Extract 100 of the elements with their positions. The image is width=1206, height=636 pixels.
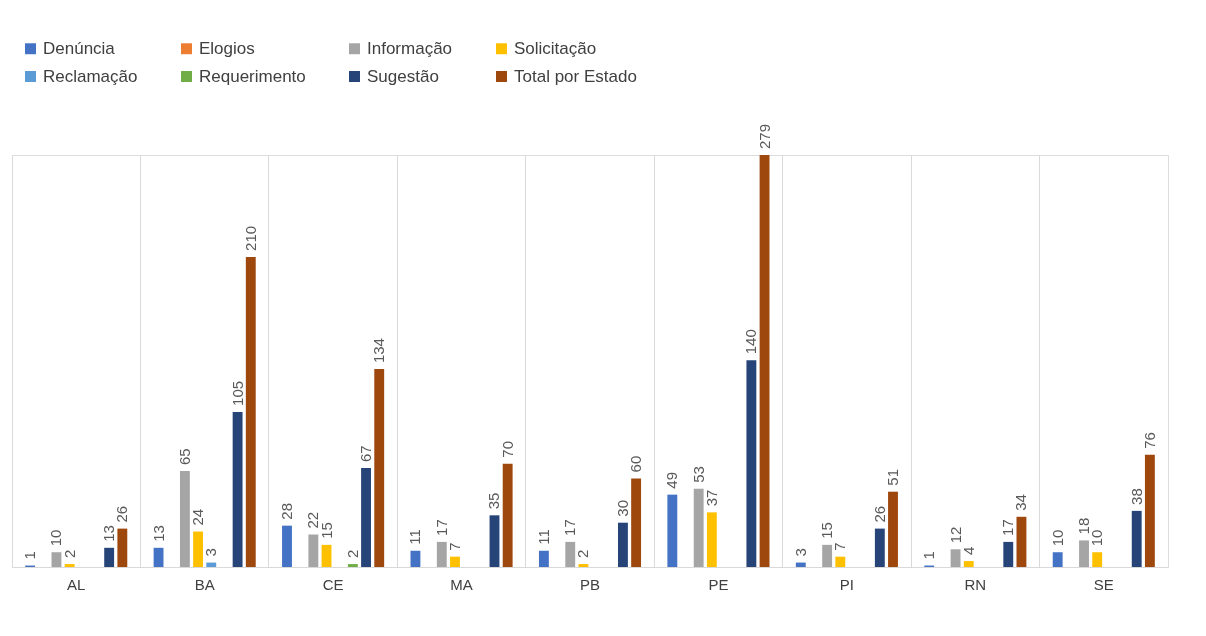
bar (347, 564, 358, 567)
x-tick-label: PI (839, 575, 854, 593)
data-label: 35 (485, 492, 503, 510)
data-label: 24 (189, 508, 207, 526)
bar (950, 549, 961, 567)
bar (245, 256, 256, 567)
x-tick-label: BA (194, 575, 215, 593)
legend-label: Denúncia (43, 38, 116, 58)
legend-label: Reclamação (43, 66, 138, 86)
bar (232, 411, 243, 567)
bar (538, 550, 549, 567)
bar (153, 547, 164, 567)
data-label: 3 (202, 548, 220, 557)
bar (578, 564, 589, 567)
legend-label: Elogios (199, 38, 255, 58)
data-label: 15 (818, 522, 836, 539)
bar (502, 463, 513, 567)
bar (193, 531, 204, 567)
bar (963, 561, 974, 567)
bar (282, 525, 292, 567)
data-label: 11 (406, 529, 424, 545)
data-label: 51 (884, 469, 901, 486)
data-label: 1 (920, 551, 938, 560)
bar (565, 541, 576, 567)
bar (179, 471, 190, 567)
data-label: 76 (1140, 432, 1158, 449)
legend-label: Total por Estado (514, 66, 637, 86)
bar (746, 360, 757, 567)
bar (1016, 516, 1027, 567)
data-label: 11 (534, 529, 552, 545)
data-label: 67 (357, 445, 375, 463)
data-label: 13 (100, 525, 118, 542)
bar (51, 552, 62, 567)
data-label: 17 (561, 519, 579, 536)
data-label: 10 (47, 529, 65, 547)
bar (410, 550, 421, 567)
bar (64, 564, 75, 567)
bar (835, 556, 846, 567)
data-label: 7 (831, 542, 849, 551)
legend-label: Informação (367, 38, 453, 58)
data-label: 134 (370, 338, 388, 364)
bar (617, 522, 628, 567)
x-tick-label: SE (1093, 575, 1114, 593)
bar (104, 547, 115, 567)
data-label: 3 (791, 548, 809, 557)
data-label: 279 (755, 123, 773, 149)
bar (874, 528, 885, 567)
bar (667, 494, 678, 567)
x-tick-label: PE (708, 575, 729, 593)
x-tick-label: MA (450, 575, 473, 593)
data-label: 13 (149, 525, 167, 542)
x-tick-label: RN (964, 575, 987, 593)
data-label: 26 (113, 505, 131, 523)
data-label: 26 (870, 505, 888, 523)
legend-label: Sugestão (367, 66, 439, 86)
bar (795, 562, 806, 567)
data-label: 140 (742, 329, 760, 355)
bar (321, 544, 332, 567)
bar (361, 468, 371, 567)
bar (450, 556, 460, 567)
bar (631, 478, 642, 567)
data-label: 17 (999, 519, 1017, 536)
data-label: 2 (574, 549, 592, 559)
data-label: 53 (689, 466, 707, 483)
legend-label: Requerimento (199, 66, 306, 86)
data-label: 4 (959, 546, 977, 556)
data-label: 49 (663, 471, 681, 489)
bar (1003, 541, 1014, 567)
bar (759, 155, 770, 567)
data-label: 12 (946, 526, 964, 544)
data-label: 28 (278, 502, 295, 520)
data-label: 105 (228, 380, 246, 406)
data-label: 30 (613, 500, 631, 517)
data-label: 34 (1012, 494, 1030, 511)
bar (308, 534, 319, 567)
bar (888, 491, 898, 567)
x-tick-label: CE (322, 575, 344, 593)
bar (693, 488, 704, 567)
x-tick-label: PB (579, 575, 601, 593)
data-label: 7 (445, 542, 463, 551)
x-tick-label: AL (67, 575, 86, 593)
bar (1092, 552, 1103, 567)
data-label: 210 (241, 225, 259, 251)
bar (117, 528, 128, 567)
bar (206, 562, 217, 567)
data-label: 2 (60, 549, 78, 559)
legend-label: Solicitação (514, 38, 597, 58)
data-label: 2 (343, 549, 361, 559)
bar (822, 544, 833, 567)
data-label: 38 (1127, 488, 1145, 505)
bar (1131, 510, 1142, 567)
data-label: 70 (498, 440, 516, 458)
data-label: 17 (432, 519, 450, 536)
data-label: 37 (702, 489, 720, 507)
data-label: 65 (175, 448, 193, 466)
bar (489, 515, 500, 567)
bar (1144, 454, 1155, 567)
bar (706, 512, 717, 567)
bar (1079, 540, 1089, 567)
data-label: 10 (1048, 529, 1066, 547)
